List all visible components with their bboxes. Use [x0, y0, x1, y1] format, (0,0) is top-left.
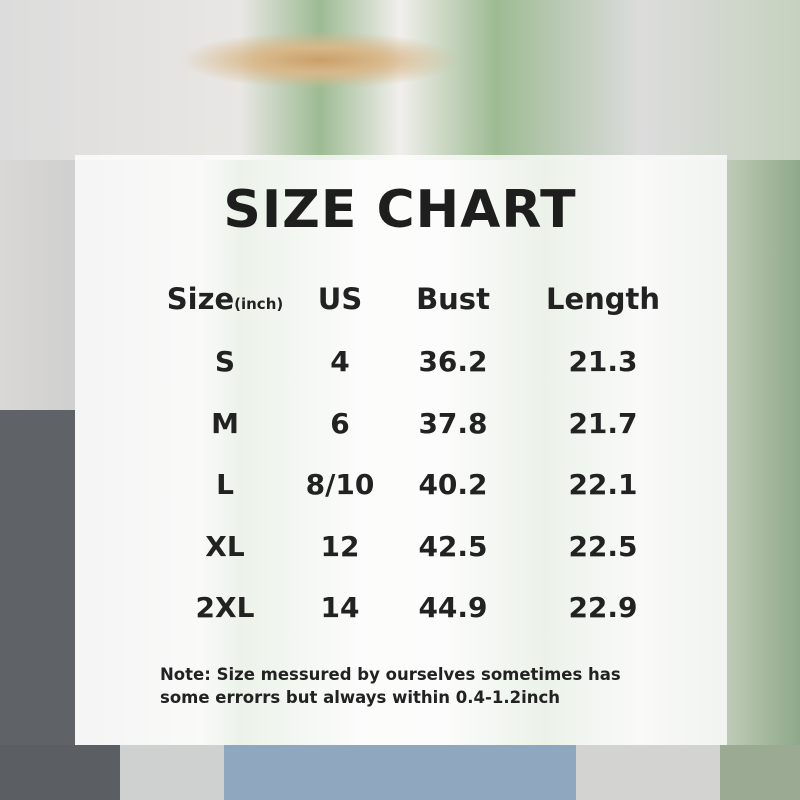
size-note: Note: Size messured by ourselves sometim…	[160, 663, 660, 709]
cell-bust: 42.5	[418, 529, 488, 563]
cell-us: 8/10	[305, 468, 375, 501]
cell-us: 6	[330, 406, 350, 440]
size-chart-panel	[75, 155, 727, 745]
cell-size: S	[214, 345, 236, 378]
header-length: Length	[545, 282, 661, 316]
cell-size: XL	[205, 529, 245, 563]
header-size-unit: (inch)	[234, 295, 284, 313]
cell-size: M	[211, 406, 239, 440]
header-bust: Bust	[416, 282, 490, 316]
cell-us: 4	[330, 345, 350, 378]
header-us: US	[317, 282, 363, 316]
cell-bust: 40.2	[418, 468, 488, 501]
note-line-2: some errorrs but always within 0.4-1.2in…	[160, 688, 561, 707]
cell-bust: 36.2	[418, 345, 488, 378]
product-photo-background	[0, 0, 800, 160]
cell-size: 2XL	[195, 591, 255, 624]
cell-us: 12	[320, 529, 360, 563]
cell-length: 22.9	[568, 591, 638, 624]
header-size: Size(inch)	[167, 282, 283, 316]
cell-bust: 37.8	[418, 406, 488, 440]
cell-us: 14	[320, 591, 360, 624]
note-line-1: Note: Size messured by ourselves sometim…	[160, 665, 621, 684]
cell-length: 22.1	[568, 468, 638, 501]
cell-length: 22.5	[568, 529, 638, 563]
sofa-background	[0, 410, 75, 800]
jeans-background	[0, 745, 800, 800]
cell-length: 21.3	[568, 345, 638, 378]
size-chart-title: SIZE CHART	[223, 180, 577, 240]
cell-length: 21.7	[568, 406, 638, 440]
cell-bust: 44.9	[418, 591, 488, 624]
header-size-label: Size	[166, 282, 235, 316]
cell-size: L	[216, 468, 234, 501]
